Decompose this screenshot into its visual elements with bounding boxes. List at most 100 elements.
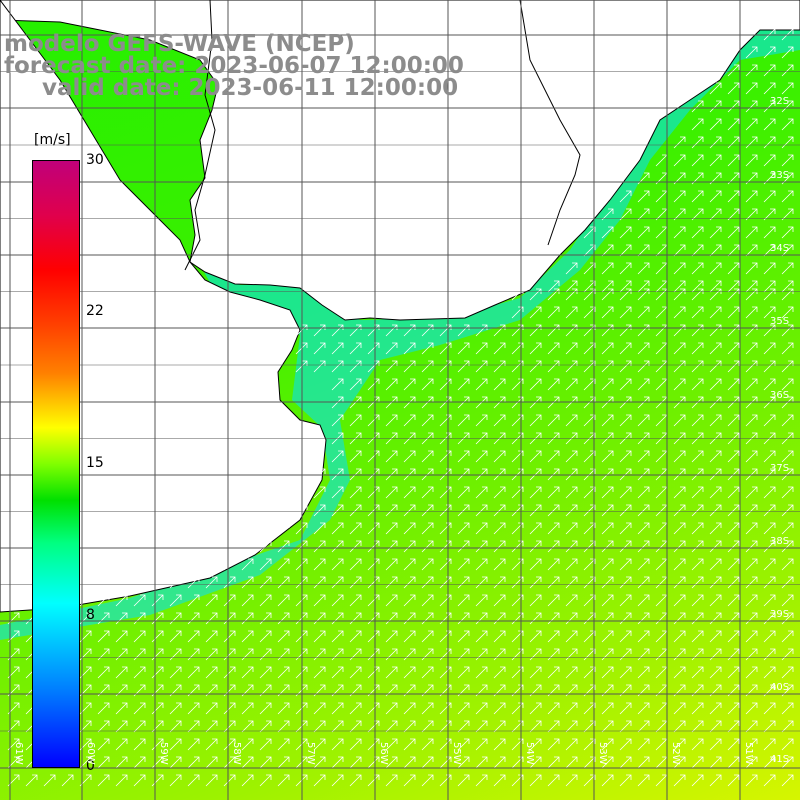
wind-arrow [349,648,362,661]
wind-arrow [619,576,632,589]
wind-arrow [205,558,218,571]
wind-arrow [205,540,218,553]
wind-arrow [637,450,650,463]
wind-arrow [331,666,344,679]
wind-arrow [187,576,200,589]
wind-arrow [259,666,272,679]
wind-arrow [691,190,704,203]
wind-arrow [349,630,362,643]
wind-arrow [691,558,704,571]
wind-arrow [169,702,182,715]
wind-arrow [529,756,542,769]
wind-arrow [529,558,542,571]
wind-arrow [403,612,416,625]
wind-arrow [439,576,452,589]
wind-arrow [385,774,398,787]
wind-arrow [133,774,146,787]
wind-arrow [277,504,290,517]
wind-arrow [727,306,740,319]
wind-arrow [583,226,596,239]
wind-arrow [655,360,668,373]
wind-arrow [493,612,506,625]
wind-arrow [619,208,632,221]
longitude-label: 56W [378,742,389,765]
wind-arrow [529,612,542,625]
wind-arrow [763,64,776,77]
wind-arrow [619,522,632,535]
wind-arrow [781,118,794,131]
wind-arrow [637,288,650,301]
wind-arrow [637,306,650,319]
wind-arrow [781,378,794,391]
wind-arrow [655,342,668,355]
wind-arrow [475,360,488,373]
wind-arrow [115,774,128,787]
wind-arrow [637,378,650,391]
wind-arrow [709,576,722,589]
wind-arrow [439,630,452,643]
wind-arrow [763,522,776,535]
wind-arrow [655,414,668,427]
wind-arrow [529,774,542,787]
wind-arrow [727,630,740,643]
wind-arrow [655,648,668,661]
wind-arrow [763,190,776,203]
wind-arrow [493,666,506,679]
wind-arrow [331,540,344,553]
wind-arrow [655,522,668,535]
border-line [184,0,216,271]
wind-arrow [277,720,290,733]
wind-arrow [457,648,470,661]
wind-arrow [583,360,596,373]
wind-arrow [727,414,740,427]
wind-arrow [727,226,740,239]
wind-arrow [619,360,632,373]
wind-arrow [691,756,704,769]
colorbar-unit: [m/s] [34,132,71,148]
valid-date: valid date: 2023-06-11 12:00:00 [42,75,459,101]
wind-arrow [583,630,596,643]
wind-arrow [763,774,776,787]
wind-arrow [403,360,416,373]
wind-arrow [619,540,632,553]
wind-arrow [367,540,380,553]
wind-arrow [349,540,362,553]
wind-arrow [619,504,632,517]
wind-arrow [385,324,398,337]
wind-arrow [691,576,704,589]
wind-arrow [709,522,722,535]
wind-arrow [313,540,326,553]
wind-arrow [655,540,668,553]
wind-arrow [457,738,470,751]
wind-arrow [691,504,704,517]
wind-arrow [655,612,668,625]
wind-arrow [565,280,578,293]
wind-arrow [763,136,776,149]
wind-arrow [547,594,560,607]
wind-arrow [223,702,236,715]
wind-arrow [655,450,668,463]
wind-arrow [331,378,344,391]
wind-arrow [781,558,794,571]
model-title: modelo GEFS-WAVE (NCEP) [4,31,355,57]
wind-arrow [133,594,146,607]
wind-arrow [367,558,380,571]
wind-arrow [763,118,776,131]
wind-arrow [367,360,380,373]
wind-arrow [673,450,686,463]
wind-arrow [637,414,650,427]
wind-arrow [601,594,614,607]
wind-arrow [727,208,740,221]
wind-arrow [637,244,650,257]
wind-arrow [529,360,542,373]
wind-arrow [421,414,434,427]
wind-arrow [223,576,236,589]
wind-arrow [187,738,200,751]
wind-arrow [115,756,128,769]
wind-arrow [169,594,182,607]
wind-arrow [385,576,398,589]
wind-arrow [187,720,200,733]
wind-arrow [115,630,128,643]
wind-arrow [709,154,722,167]
wind-arrow [313,522,326,535]
